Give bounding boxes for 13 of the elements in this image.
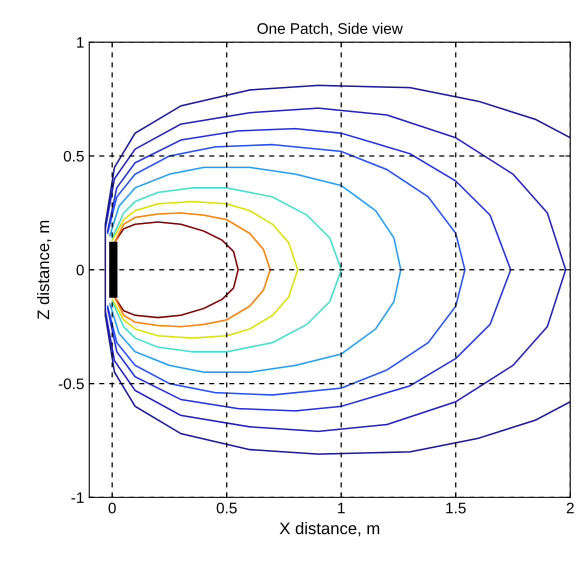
x-axis-title: X distance, m: [280, 522, 380, 536]
y-tick-label: 1: [77, 37, 84, 48]
x-tick-label: 0: [108, 502, 116, 514]
y-tick-label: -0.5: [58, 378, 84, 390]
x-tick-label: 1.5: [446, 502, 466, 514]
chart-title: One Patch, Side view: [257, 22, 403, 36]
x-tick-label: 2: [566, 502, 574, 514]
y-tick-label: 0: [76, 264, 84, 276]
y-axis-title: Z distance, m: [37, 220, 52, 320]
y-tick-label: 0.5: [64, 150, 84, 162]
y-tick-label: -1: [72, 492, 84, 503]
x-tick-label: 0.5: [216, 502, 237, 514]
x-tick-label: 1: [338, 502, 345, 514]
